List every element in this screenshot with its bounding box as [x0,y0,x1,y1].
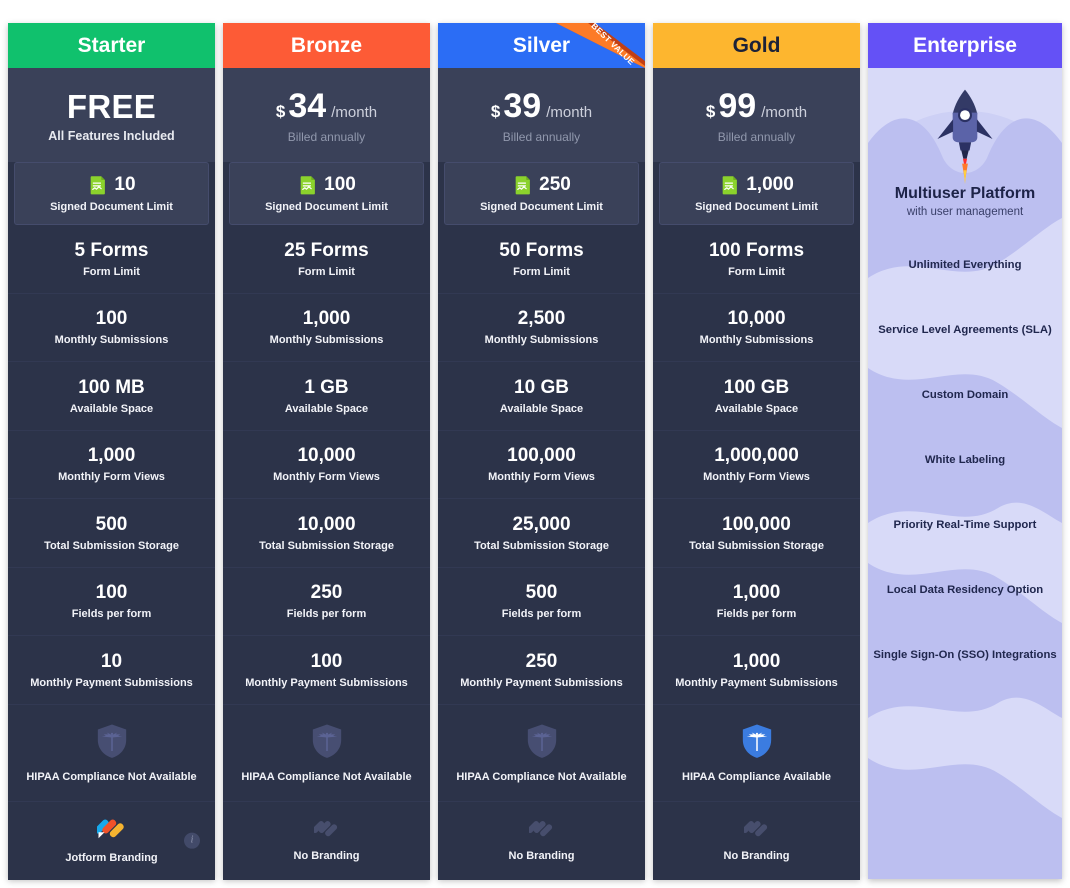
svg-text:BEST VALUE: BEST VALUE [589,23,637,67]
